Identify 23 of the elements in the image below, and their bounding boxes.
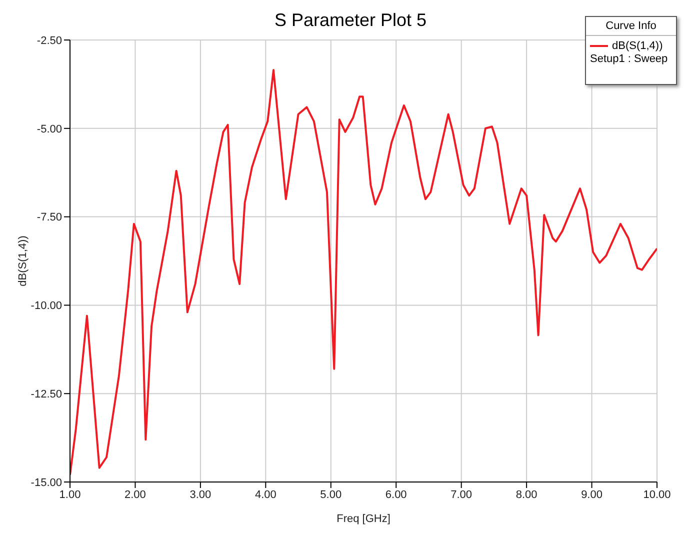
y-axis-title: dB(S(1,4)) <box>16 236 29 286</box>
x-tick-label: 5.00 <box>320 488 342 501</box>
y-tick-label: -7.50 <box>36 212 62 224</box>
x-axis-title: Freq [GHz] <box>336 513 390 525</box>
x-tick-label: 7.00 <box>450 488 472 501</box>
x-tick-label: 2.00 <box>124 488 146 501</box>
y-tick-label: -15.00 <box>30 476 62 489</box>
x-tick-label: 6.00 <box>385 488 407 501</box>
x-tick-label: 1.00 <box>59 488 81 501</box>
annotation: Setup1 : Sweep <box>589 52 669 66</box>
legend-label: dB(S(1,4)) <box>612 40 663 52</box>
x-tick-label: 3.00 <box>190 488 212 501</box>
x-tick-label: 10.00 <box>643 488 671 501</box>
x-tick-label: 9.00 <box>581 488 602 501</box>
y-tick-label: -5.00 <box>36 123 62 136</box>
legend-title: Curve Info <box>586 17 676 36</box>
x-tick-label: 4.00 <box>254 488 276 501</box>
y-tick-label: -12.50 <box>30 388 62 401</box>
chart-title: S Parameter Plot 5 <box>274 10 427 30</box>
x-tick-label: 8.00 <box>516 488 538 501</box>
y-tick-label: -10.00 <box>30 300 62 312</box>
line-series <box>70 69 657 476</box>
y-tick-label: -2.50 <box>36 34 62 47</box>
